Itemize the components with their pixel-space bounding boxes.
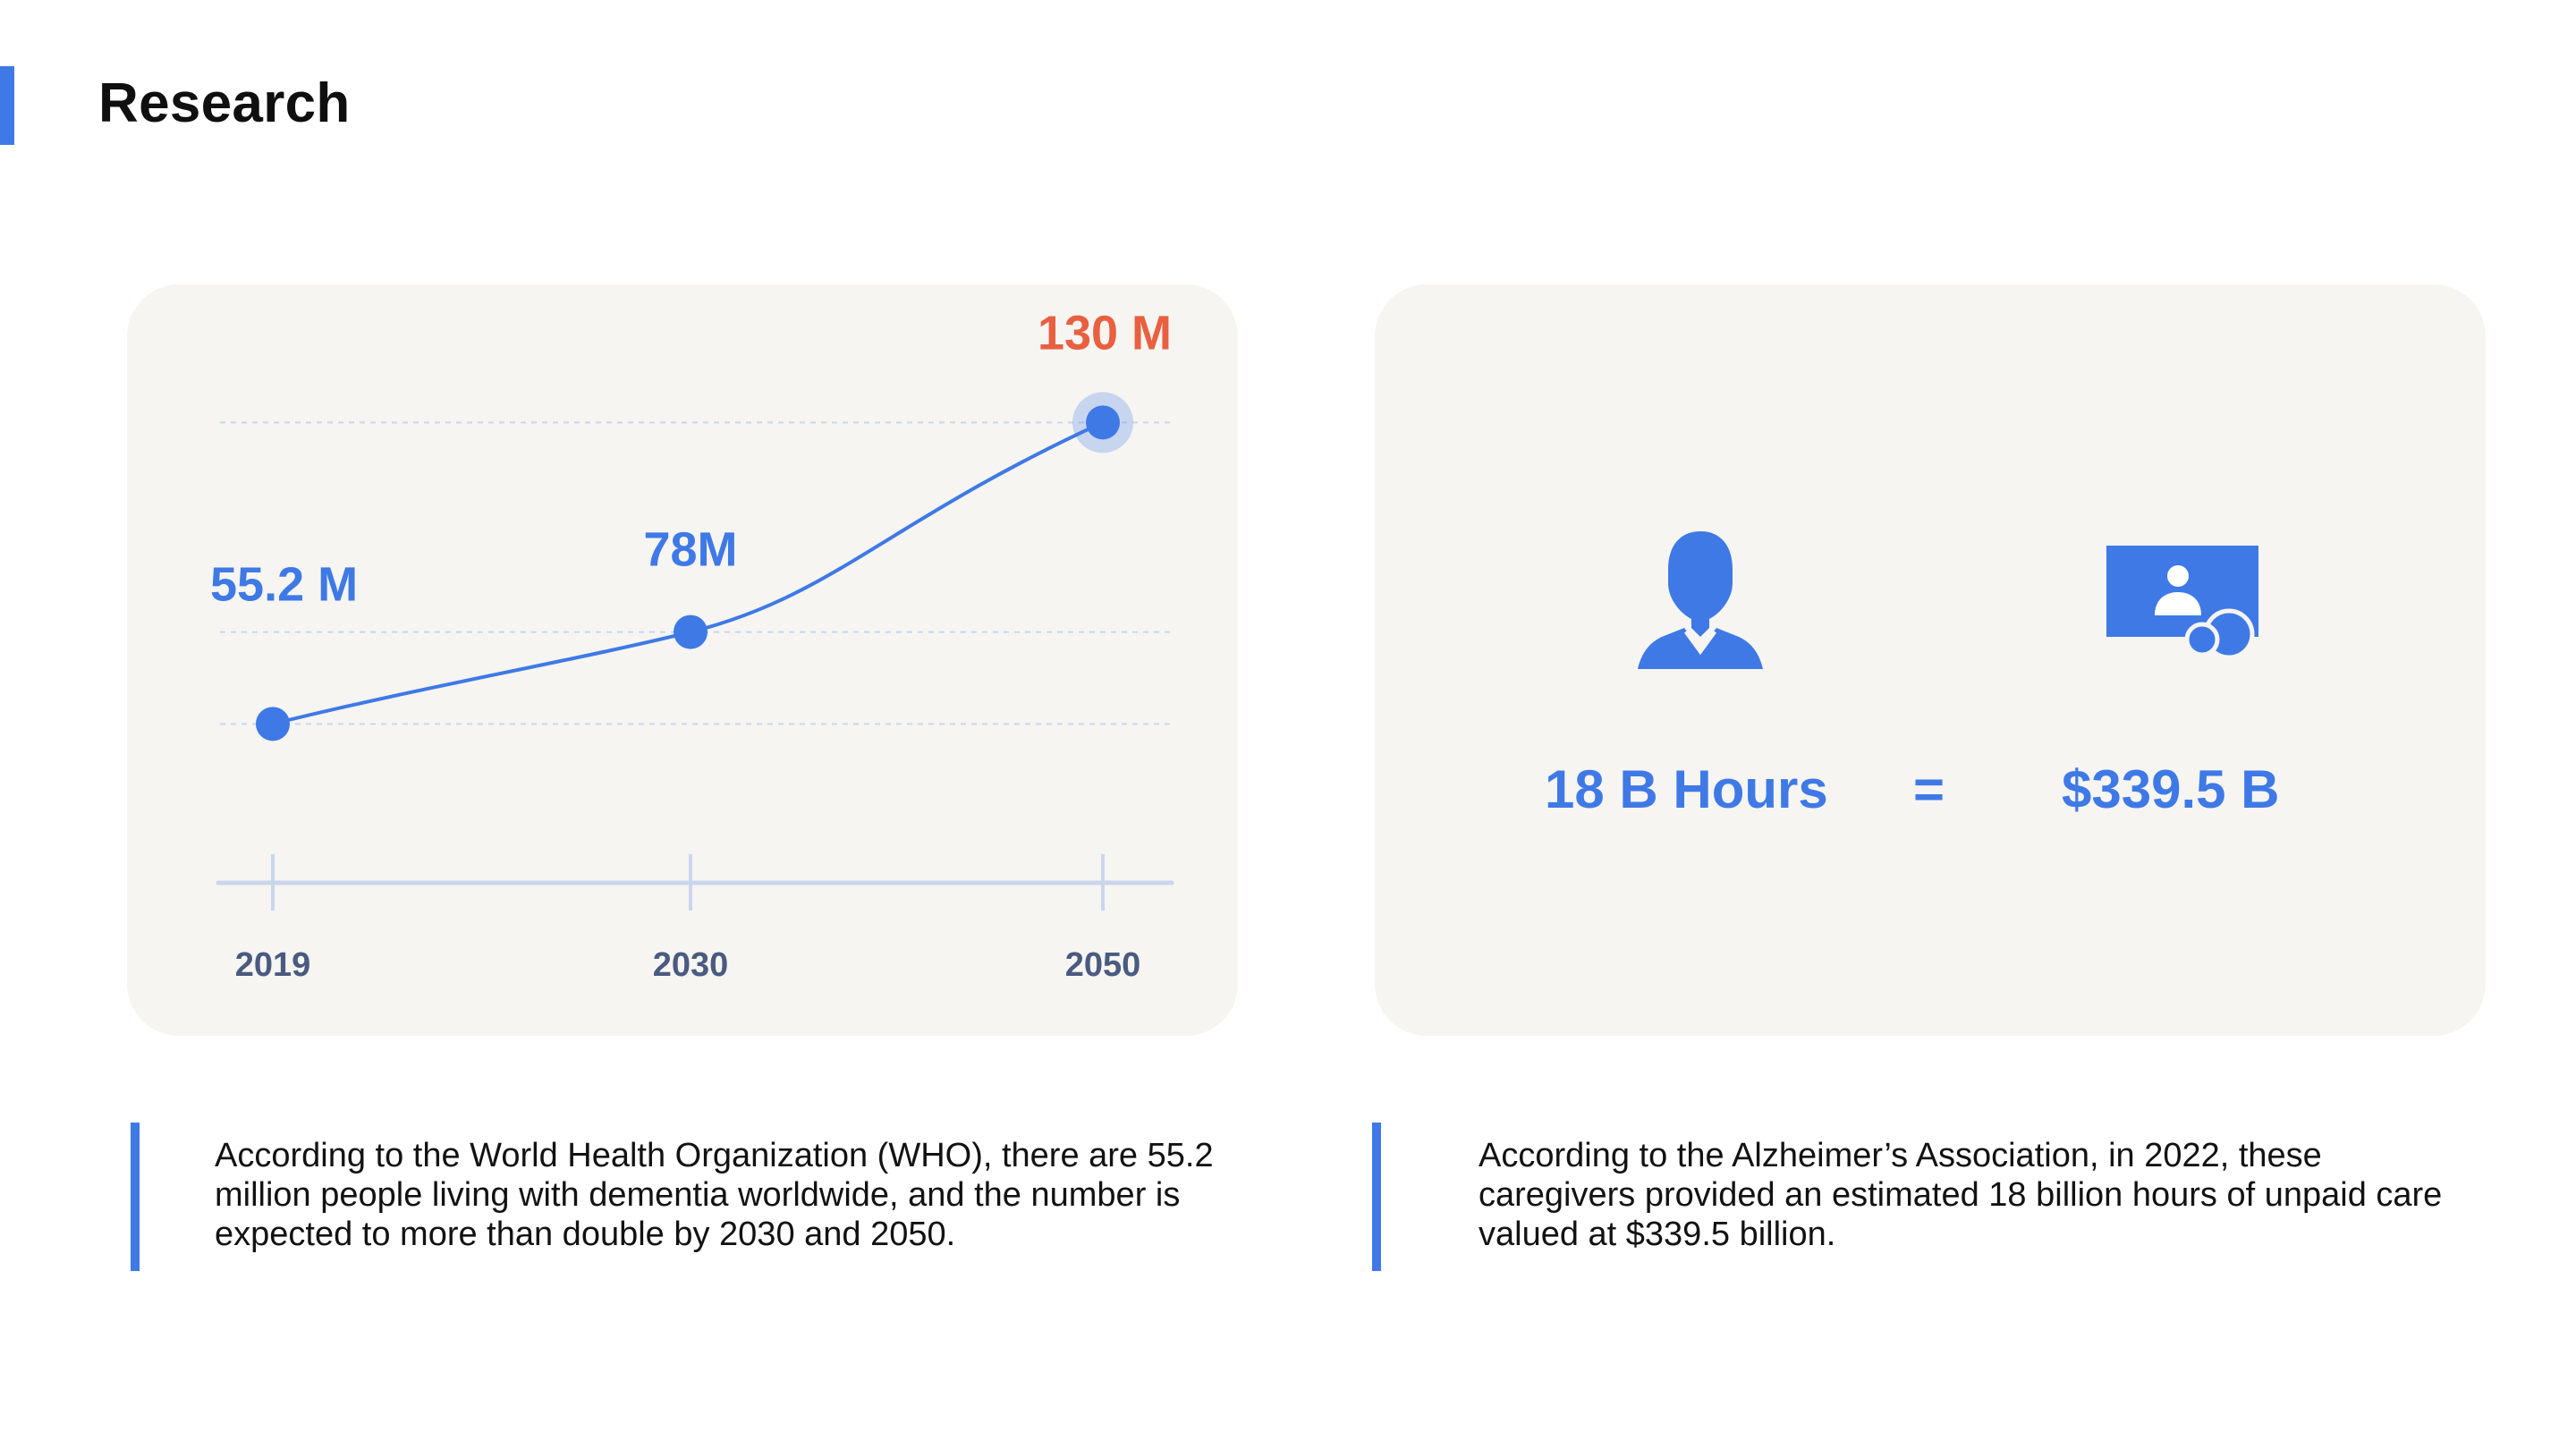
- unpaid-hours-stat: 18 B Hours: [1545, 759, 1828, 819]
- x-tick-label: 2019: [235, 946, 311, 984]
- data-label: 55.2 M: [210, 557, 358, 611]
- data-label: 78M: [643, 523, 737, 577]
- dementia-growth-chart: 2019 2030 2050 55.2 M 78M 130 M: [210, 306, 1174, 984]
- data-point: [256, 707, 290, 741]
- care-value-stat: $339.5 B: [2062, 759, 2280, 819]
- caregiver-description: According to the Alzheimer’s Association…: [1372, 1123, 2454, 1271]
- caregiver-cost-card: 18 B Hours = $339.5 B: [1375, 284, 2486, 1036]
- caregiver-description-text: According to the Alzheimer’s Association…: [1479, 1137, 2443, 1253]
- equals-sign: =: [1913, 759, 1945, 819]
- dementia-description: According to the World Health Organizati…: [131, 1123, 1214, 1271]
- video-call-icon: [2106, 546, 2258, 660]
- title-accent-bar: [0, 66, 14, 145]
- dementia-growth-chart-card: 2019 2030 2050 55.2 M 78M 130 M: [127, 284, 1238, 1036]
- data-point: [1086, 405, 1120, 440]
- x-tick-label: 2050: [1065, 946, 1141, 984]
- dementia-description-text: According to the World Health Organizati…: [215, 1137, 1214, 1253]
- data-label: 130 M: [1038, 306, 1172, 360]
- person-icon: [1638, 531, 1763, 669]
- x-tick-label: 2030: [653, 946, 729, 984]
- data-point: [674, 614, 708, 649]
- page-title: Research: [98, 72, 351, 134]
